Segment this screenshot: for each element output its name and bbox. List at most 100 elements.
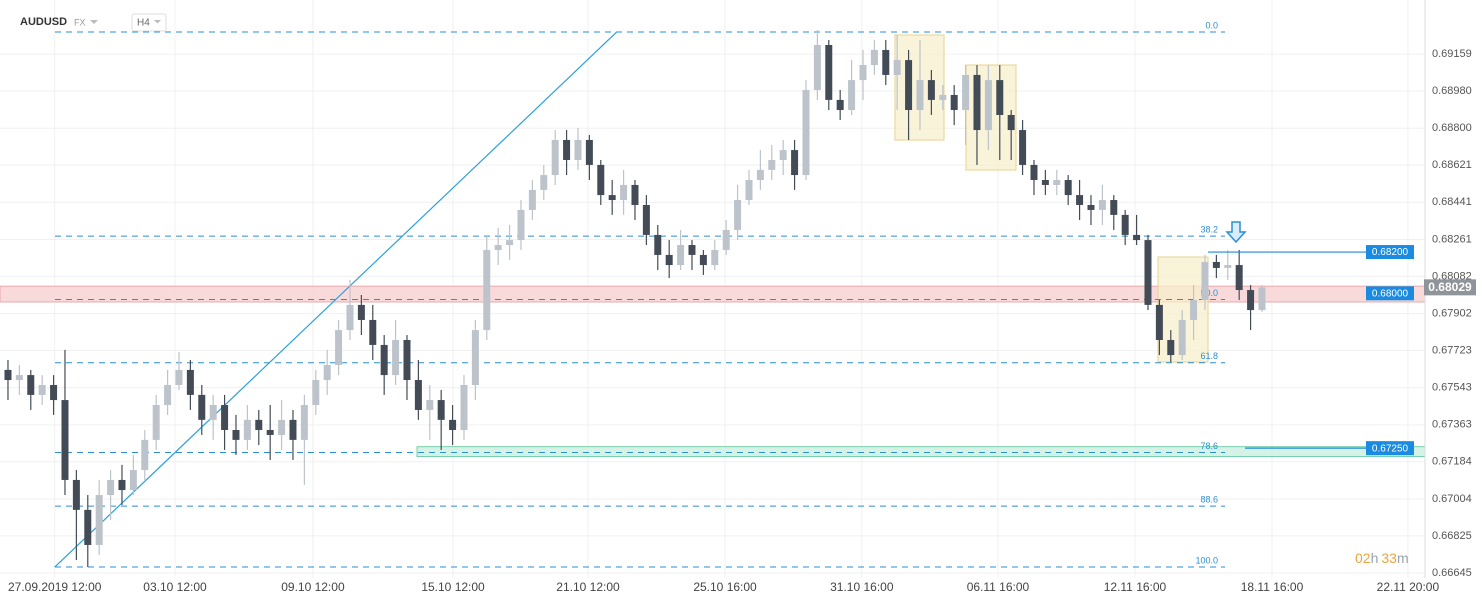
candle-body	[870, 49, 878, 66]
interval-box[interactable]	[131, 13, 167, 32]
candle-body	[1247, 290, 1255, 311]
candle-body	[357, 304, 365, 320]
axes: 0.69159 0.68980 0.68800 0.68621 0.68441 0.682…	[8, 48, 1476, 594]
level-box	[1366, 245, 1414, 260]
candle-body	[1110, 200, 1118, 215]
candle-body	[859, 65, 867, 81]
candle-body	[289, 419, 297, 440]
candle-body	[688, 245, 696, 255]
candle-body	[905, 60, 913, 111]
candle-body	[939, 94, 947, 100]
candle-body	[779, 150, 787, 160]
candle-body	[506, 240, 514, 246]
candle-body	[528, 189, 536, 210]
candle-body	[403, 339, 411, 381]
dropdown-icon[interactable]	[90, 20, 98, 24]
fib-label: 78.6	[1200, 441, 1218, 451]
candle-body	[1258, 287, 1266, 311]
candle-body	[1030, 164, 1038, 181]
candle-body	[813, 45, 821, 91]
candle-body	[608, 195, 616, 201]
candle-body	[836, 99, 844, 111]
candle-body	[642, 204, 650, 235]
y-tick-label: 0.66825	[1432, 530, 1472, 542]
candle-body	[1155, 304, 1163, 340]
candle-body	[266, 429, 274, 435]
candle-body	[1121, 214, 1129, 235]
candle-body	[118, 479, 126, 491]
candle-body	[243, 419, 251, 440]
candle-body	[346, 304, 354, 331]
candle-body	[654, 234, 662, 255]
candle-body	[1098, 200, 1106, 210]
candle-body	[494, 245, 502, 250]
candle-body	[620, 184, 628, 201]
candle-body	[1190, 299, 1198, 320]
fib-label: 100.0	[1195, 555, 1218, 565]
trend-line	[54, 31, 618, 568]
candle-body	[563, 139, 571, 160]
candle-body	[175, 369, 183, 385]
candle-body	[699, 254, 707, 266]
candle-body	[198, 394, 206, 420]
x-tick-label: 06.11 16:00	[967, 580, 1030, 594]
interval[interactable]: H4	[137, 18, 150, 29]
candle-body	[335, 330, 343, 365]
y-tick-label: 0.67363	[1432, 419, 1472, 431]
candle-body	[1212, 261, 1220, 268]
y-tick-label: 0.68441	[1432, 196, 1472, 208]
candle-body	[962, 74, 970, 111]
x-tick-label: 25.10 16:00	[693, 580, 757, 594]
candle-body	[574, 139, 582, 160]
dropdown-icon[interactable]	[154, 20, 161, 24]
candle-body	[1007, 114, 1015, 131]
candle-body	[893, 60, 901, 75]
candle-body	[734, 200, 742, 230]
candle-body	[152, 405, 160, 440]
candle-body	[414, 380, 422, 410]
fib-label: 38.2	[1200, 225, 1218, 235]
candle-body	[380, 344, 388, 376]
candle-body	[61, 400, 69, 480]
current-price: 0.68029	[1428, 280, 1472, 294]
y-tick-label: 0.67184	[1432, 456, 1472, 468]
candle-body	[50, 384, 58, 401]
level-label: 0.68200	[1372, 247, 1409, 258]
candle-body	[631, 184, 639, 205]
candle-body	[1144, 240, 1152, 305]
symbol[interactable]: AUDUSD	[20, 16, 67, 28]
candle-body	[426, 400, 434, 410]
level-label: 0.67250	[1372, 443, 1409, 454]
candle-body	[483, 249, 491, 331]
candle-body	[825, 45, 833, 100]
y-tick-label: 0.67004	[1432, 493, 1472, 505]
level-box	[1366, 286, 1414, 301]
x-tick-label: 12.11 16:00	[1104, 580, 1167, 594]
candle-body	[84, 509, 92, 545]
candle-body	[973, 74, 981, 131]
candle-body	[186, 369, 194, 395]
x-tick-label: 27.09.2019 12:00	[8, 580, 102, 594]
candle-body	[1064, 180, 1072, 196]
candle-body	[1235, 265, 1243, 291]
x-tick-label: 22.11 20:00	[1377, 580, 1440, 594]
candle-body	[312, 380, 320, 406]
candle-body	[791, 150, 799, 176]
candle-body	[848, 80, 856, 111]
candle-body	[882, 49, 890, 75]
y-tick-label: 0.66645	[1432, 567, 1472, 579]
y-tick-label: 0.67723	[1432, 344, 1472, 356]
level-box	[1366, 441, 1414, 456]
candle-body	[916, 80, 924, 111]
x-tick-label: 31.10 16:00	[830, 580, 894, 594]
candle-body	[15, 375, 23, 381]
candle-body	[540, 175, 548, 190]
candle-body	[1133, 234, 1141, 241]
candle-body	[768, 159, 776, 170]
x-tick-label: 15.10 12:00	[421, 580, 485, 594]
market: FX	[74, 17, 86, 27]
arrow-icon	[1225, 221, 1247, 244]
candle-body	[665, 254, 673, 266]
plot: 0.0 38.2 50.0 61.8 78.6 88.6 100.0	[4, 20, 1366, 568]
